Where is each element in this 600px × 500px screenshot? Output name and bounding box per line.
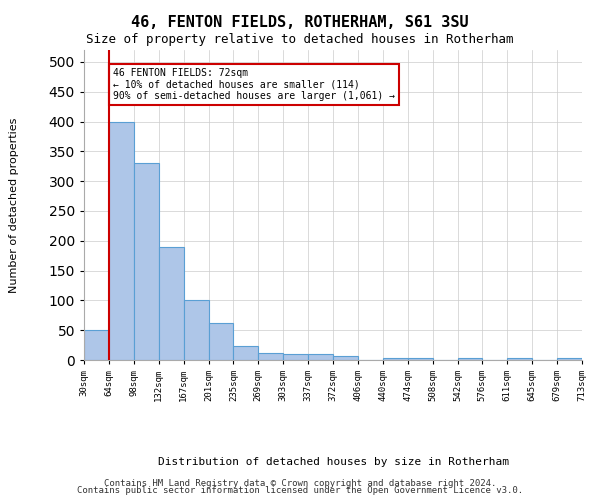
X-axis label: Distribution of detached houses by size in Rotherham: Distribution of detached houses by size … [157, 457, 509, 467]
Text: 46 FENTON FIELDS: 72sqm
← 10% of detached houses are smaller (114)
90% of semi-d: 46 FENTON FIELDS: 72sqm ← 10% of detache… [113, 68, 395, 101]
Bar [408, 358, 433, 360]
Text: Contains public sector information licensed under the Open Government Licence v3: Contains public sector information licen… [77, 486, 523, 495]
Bar [184, 300, 209, 360]
Text: Size of property relative to detached houses in Rotherham: Size of property relative to detached ho… [86, 32, 514, 46]
Y-axis label: Number of detached properties: Number of detached properties [9, 118, 19, 292]
Bar [458, 358, 482, 360]
Bar [134, 164, 159, 360]
Bar [383, 358, 408, 360]
Bar [333, 356, 358, 360]
Bar [508, 358, 532, 360]
Bar [159, 246, 184, 360]
Bar [557, 358, 582, 360]
Bar [308, 354, 333, 360]
Bar [283, 354, 308, 360]
Bar [109, 122, 134, 360]
Bar [84, 330, 109, 360]
Text: Contains HM Land Registry data © Crown copyright and database right 2024.: Contains HM Land Registry data © Crown c… [104, 478, 496, 488]
Bar [259, 353, 283, 360]
Text: 46, FENTON FIELDS, ROTHERHAM, S61 3SU: 46, FENTON FIELDS, ROTHERHAM, S61 3SU [131, 15, 469, 30]
Bar [233, 346, 259, 360]
Bar [209, 323, 233, 360]
